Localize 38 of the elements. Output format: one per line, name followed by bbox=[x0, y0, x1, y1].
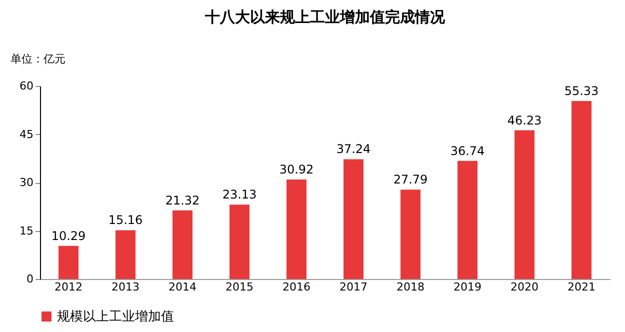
x-tick-label: 2018 bbox=[396, 280, 424, 294]
bar bbox=[116, 230, 136, 279]
data-label: 10.29 bbox=[51, 228, 86, 243]
bar bbox=[230, 204, 250, 279]
y-tick-label: 15 bbox=[20, 224, 34, 238]
bar bbox=[172, 210, 192, 279]
y-tick-label: 30 bbox=[20, 176, 34, 189]
bar bbox=[514, 130, 534, 279]
bar bbox=[58, 246, 78, 279]
x-tick-label: 2021 bbox=[568, 280, 596, 294]
data-label: 55.33 bbox=[564, 84, 599, 98]
bar bbox=[572, 101, 592, 279]
x-tick-label: 2015 bbox=[226, 280, 254, 294]
x-tick-label: 2014 bbox=[168, 280, 196, 294]
bar bbox=[400, 190, 420, 279]
x-tick-label: 2020 bbox=[510, 280, 538, 294]
x-tick-label: 2012 bbox=[54, 280, 82, 294]
x-tick-label: 2016 bbox=[282, 280, 310, 294]
data-label: 27.79 bbox=[393, 172, 428, 187]
bar bbox=[286, 180, 306, 279]
data-label: 30.92 bbox=[279, 162, 314, 177]
legend-label: 规模以上工业增加值 bbox=[57, 310, 174, 324]
bar bbox=[458, 160, 478, 279]
data-label: 21.32 bbox=[165, 193, 200, 208]
data-label: 23.13 bbox=[222, 188, 257, 202]
data-label: 15.16 bbox=[108, 213, 143, 228]
x-tick-label: 2013 bbox=[112, 280, 140, 294]
y-tick-label: 45 bbox=[20, 128, 34, 141]
data-label: 37.24 bbox=[336, 142, 371, 156]
x-tick-label: 2019 bbox=[454, 280, 482, 294]
data-label: 36.74 bbox=[450, 144, 485, 158]
y-axis-title: 单位：亿元 bbox=[10, 52, 66, 66]
chart-title: 十八大以来规上工业增加值完成情况 bbox=[204, 8, 446, 26]
data-label: 46.23 bbox=[507, 113, 542, 128]
y-tick-label: 0 bbox=[26, 272, 34, 286]
y-tick-label: 60 bbox=[20, 80, 34, 92]
x-tick-label: 2017 bbox=[340, 280, 368, 294]
bar bbox=[344, 159, 364, 279]
